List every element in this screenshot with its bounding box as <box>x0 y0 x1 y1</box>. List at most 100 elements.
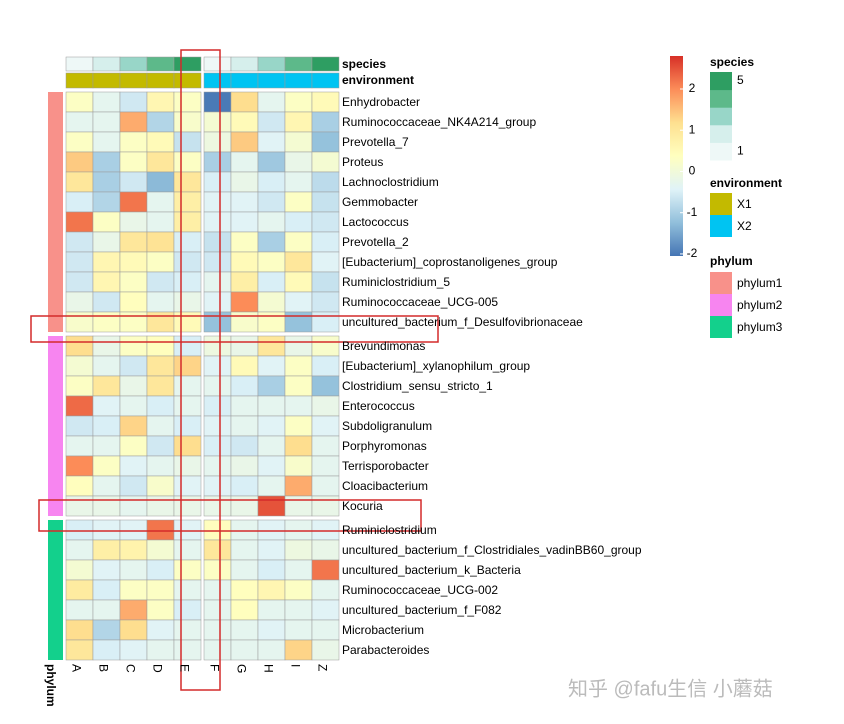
phylum-cell <box>48 396 63 416</box>
phylum-cell <box>48 132 63 152</box>
heatmap-cell <box>257 559 286 581</box>
heatmap-cell <box>65 375 94 397</box>
heatmap-cell <box>119 395 148 417</box>
cells <box>48 56 340 661</box>
heatmap-cell <box>257 231 286 253</box>
heatmap-cell <box>230 415 259 437</box>
heatmap-cell <box>146 455 175 477</box>
heatmap-cell <box>284 415 313 437</box>
heatmap-cell <box>230 559 259 581</box>
environment-row-label: environment <box>342 73 414 87</box>
row-label: Parabacteroides <box>342 643 429 657</box>
heatmap-cell <box>173 231 202 253</box>
heatmap-cell <box>311 579 340 601</box>
row-label: Ruminococcaceae_UCG-005 <box>342 295 498 309</box>
heatmap-cell <box>230 171 259 193</box>
heatmap-cell <box>119 191 148 213</box>
heatmap-cell <box>65 579 94 601</box>
heatmap-cell <box>65 131 94 153</box>
heatmap-cell <box>119 291 148 313</box>
heatmap-cell <box>284 111 313 133</box>
heatmap-cell <box>257 599 286 621</box>
phylum-cell <box>48 416 63 436</box>
environment-cell <box>311 72 340 89</box>
heatmap-cell <box>230 455 259 477</box>
heatmap-cell <box>65 395 94 417</box>
heatmap-cell <box>311 251 340 273</box>
heatmap-cell <box>257 639 286 661</box>
heatmap-cell <box>257 151 286 173</box>
heatmap-cell <box>146 599 175 621</box>
species-cell <box>203 56 232 72</box>
heatmap-cell <box>119 251 148 273</box>
column-label: G <box>234 664 248 673</box>
heatmap-cell <box>257 435 286 457</box>
heatmap-cell <box>284 151 313 173</box>
heatmap-cell <box>230 619 259 641</box>
heatmap-cell <box>284 91 313 113</box>
heatmap-cell <box>119 151 148 173</box>
heatmap-cell <box>92 211 121 233</box>
heatmap-cell <box>311 519 340 541</box>
heatmap-cell <box>65 291 94 313</box>
phylum-legend-label: phylum3 <box>737 320 783 334</box>
heatmap-cell <box>284 559 313 581</box>
heatmap-cell <box>203 395 232 417</box>
heatmap-cell <box>65 455 94 477</box>
heatmap-cell <box>119 599 148 621</box>
heatmap-cell <box>203 151 232 173</box>
phylum-cell <box>48 356 63 376</box>
heatmap-cell <box>92 291 121 313</box>
heatmap-cell <box>146 375 175 397</box>
heatmap-cell <box>173 559 202 581</box>
heatmap-cell <box>173 455 202 477</box>
heatmap-cell <box>92 435 121 457</box>
heatmap-cell <box>173 579 202 601</box>
heatmap-cell <box>146 171 175 193</box>
heatmap-cell <box>284 539 313 561</box>
heatmap-cell <box>257 475 286 497</box>
colorbar <box>670 56 683 256</box>
heatmap-cell <box>257 619 286 641</box>
heatmap-cell <box>284 619 313 641</box>
heatmap-cell <box>230 495 259 517</box>
heatmap-cell <box>230 579 259 601</box>
heatmap-cell <box>119 455 148 477</box>
heatmap-cell <box>119 131 148 153</box>
row-label: Prevotella_2 <box>342 235 409 249</box>
row-label: Brevundimonas <box>342 339 425 353</box>
heatmap-cell <box>119 211 148 233</box>
heatmap-cell <box>119 435 148 457</box>
heatmap-cell <box>311 435 340 457</box>
phylum-cell <box>48 496 63 516</box>
heatmap-cell <box>92 151 121 173</box>
row-label: Porphyromonas <box>342 439 427 453</box>
species-legend-title: species <box>710 55 754 69</box>
heatmap-cell <box>173 355 202 377</box>
heatmap-cell <box>257 375 286 397</box>
row-label: Subdoligranulum <box>342 419 432 433</box>
heatmap-cell <box>119 375 148 397</box>
column-label: F <box>207 664 221 671</box>
heatmap-cell <box>173 131 202 153</box>
heatmap-cell <box>230 231 259 253</box>
heatmap-cell <box>146 191 175 213</box>
heatmap-cell <box>173 311 202 333</box>
heatmap-cell <box>119 639 148 661</box>
heatmap-cell <box>65 251 94 273</box>
heatmap-cell <box>311 335 340 357</box>
heatmap-cell <box>119 579 148 601</box>
phylum-cell <box>48 560 63 580</box>
heatmap-cell <box>65 559 94 581</box>
heatmap-cell <box>257 355 286 377</box>
heatmap-cell <box>146 619 175 641</box>
highlight-box <box>38 499 422 532</box>
environment-cell <box>173 72 202 89</box>
heatmap-cell <box>65 91 94 113</box>
heatmap-cell <box>257 519 286 541</box>
heatmap-cell <box>65 435 94 457</box>
row-label: Cloacibacterium <box>342 479 428 493</box>
phylum-cell <box>48 436 63 456</box>
heatmap-cell <box>65 619 94 641</box>
heatmap-cell <box>257 91 286 113</box>
